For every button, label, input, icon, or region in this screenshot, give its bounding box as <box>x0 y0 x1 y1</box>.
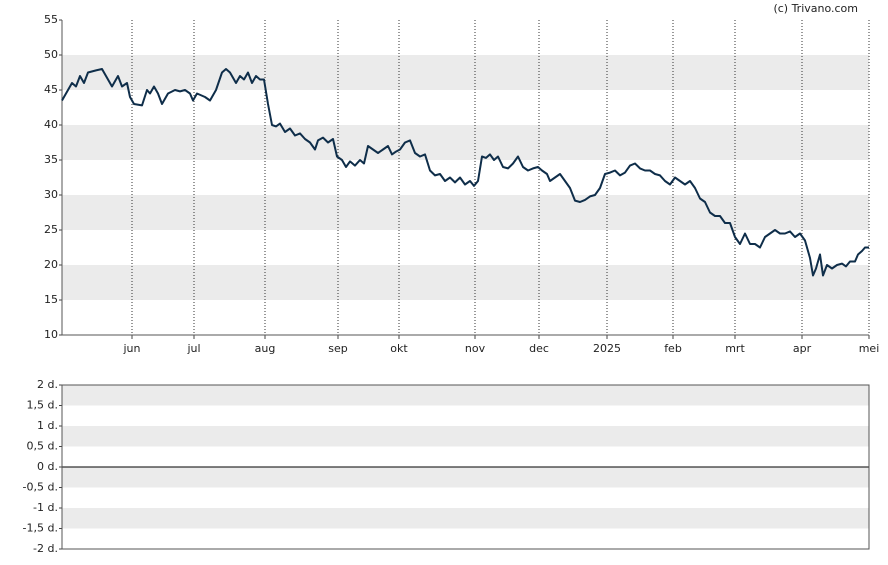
panel-frame <box>61 384 870 550</box>
y-tick-label: 30 <box>44 188 58 201</box>
x-tick-label: feb <box>664 342 682 355</box>
y-tick-label: -2 d. <box>33 542 58 555</box>
x-tick-label: mei <box>859 342 880 355</box>
x-tick-label: mrt <box>725 342 745 355</box>
y-tick-label: 1 d. <box>37 419 58 432</box>
y-tick-label: 40 <box>44 118 58 131</box>
band <box>62 385 869 406</box>
credit: (c) Trivano.com <box>773 2 858 15</box>
y-tick-label: 15 <box>44 293 58 306</box>
y-tick-label: -1,5 d. <box>23 522 58 535</box>
band <box>62 195 869 230</box>
price-line <box>61 68 869 277</box>
y-tick-label: 1,5 d. <box>27 399 58 412</box>
x-tick-label: aug <box>255 342 276 355</box>
y-tick-label: 35 <box>44 153 58 166</box>
y-tick-label: 50 <box>44 48 58 61</box>
band <box>62 125 869 160</box>
x-tick-label: dec <box>529 342 549 355</box>
y-tick-label: -0,5 d. <box>23 481 58 494</box>
band <box>62 55 869 90</box>
y-tick-label: 0 d. <box>37 460 58 473</box>
x-tick-label: sep <box>328 342 347 355</box>
y-tick-label: 10 <box>44 328 58 341</box>
x-tick-label: nov <box>465 342 486 355</box>
band <box>62 467 869 488</box>
x-tick-label: 2025 <box>593 342 621 355</box>
band <box>62 508 869 529</box>
y-tick-label: 45 <box>44 83 58 96</box>
band <box>62 265 869 300</box>
x-tick-label: jul <box>186 342 200 355</box>
x-tick-label: jun <box>123 342 141 355</box>
band <box>62 426 869 447</box>
y-tick-label: 0,5 d. <box>27 440 58 453</box>
x-tick-label: okt <box>390 342 408 355</box>
y-tick-label: -1 d. <box>33 501 58 514</box>
y-tick-label: 20 <box>44 258 58 271</box>
y-tick-label: 2 d. <box>37 378 58 391</box>
y-tick-label: 25 <box>44 223 58 236</box>
y-tick-label: 55 <box>44 13 58 26</box>
x-tick-label: apr <box>793 342 812 355</box>
